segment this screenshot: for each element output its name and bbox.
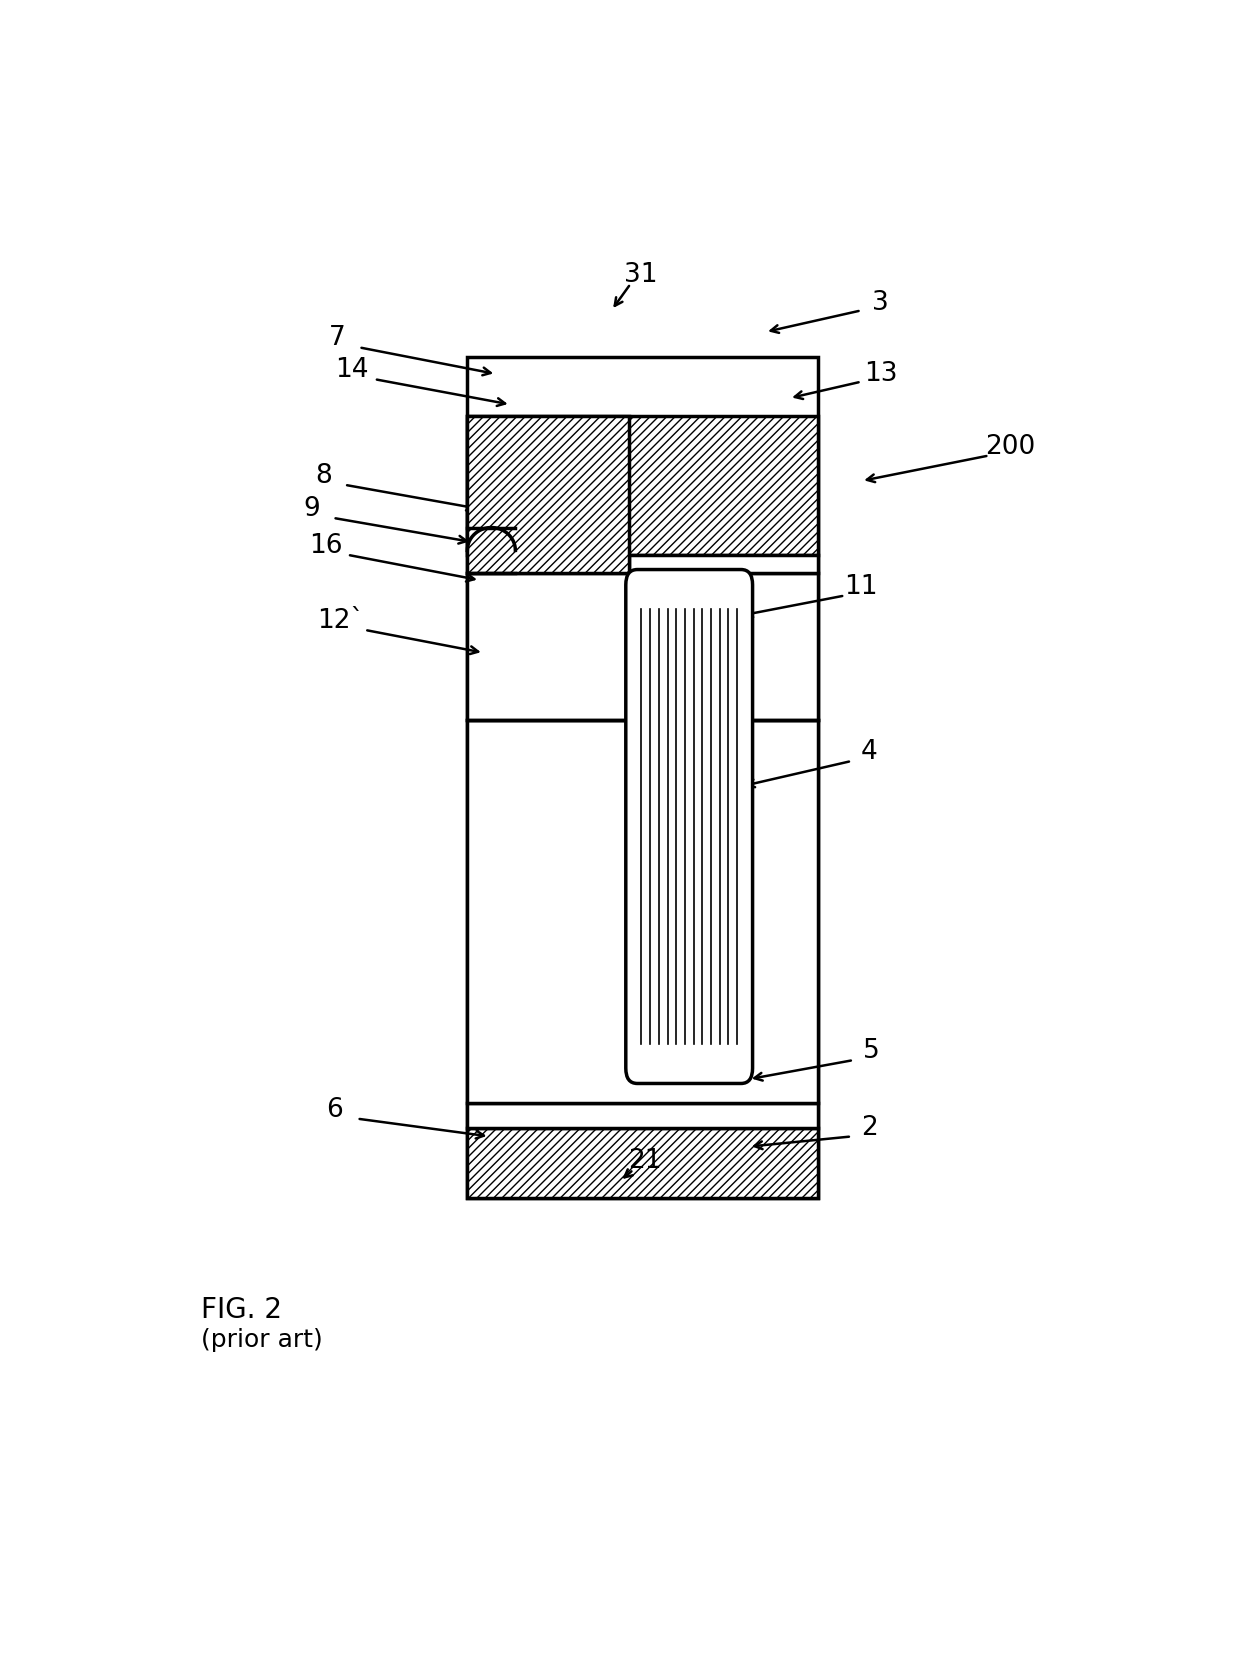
Bar (629, 555, 818, 574)
Text: 21: 21 (629, 1147, 662, 1174)
Text: 4: 4 (861, 739, 878, 765)
Text: 12`: 12` (317, 608, 363, 635)
Bar (467, 417, 818, 555)
Bar (467, 357, 818, 1197)
Text: 31: 31 (624, 261, 657, 288)
Bar (467, 1127, 818, 1197)
Text: 2: 2 (861, 1114, 878, 1141)
Text: 6: 6 (326, 1096, 343, 1122)
Text: 3: 3 (872, 289, 889, 316)
Bar (467, 721, 818, 1103)
Text: 13: 13 (864, 360, 898, 387)
Bar (467, 1103, 818, 1127)
Text: 16: 16 (309, 532, 342, 559)
Text: 9: 9 (304, 496, 320, 522)
Text: 8: 8 (315, 463, 331, 489)
Text: 200: 200 (985, 433, 1035, 460)
Text: (prior art): (prior art) (201, 1327, 322, 1352)
Text: 14: 14 (335, 357, 368, 383)
Text: 5: 5 (863, 1038, 879, 1065)
Bar (467, 574, 818, 721)
FancyBboxPatch shape (626, 570, 753, 1083)
Text: 11: 11 (844, 574, 878, 600)
Bar (467, 417, 629, 574)
Text: FIG. 2: FIG. 2 (201, 1296, 283, 1324)
Text: 7: 7 (329, 326, 346, 352)
